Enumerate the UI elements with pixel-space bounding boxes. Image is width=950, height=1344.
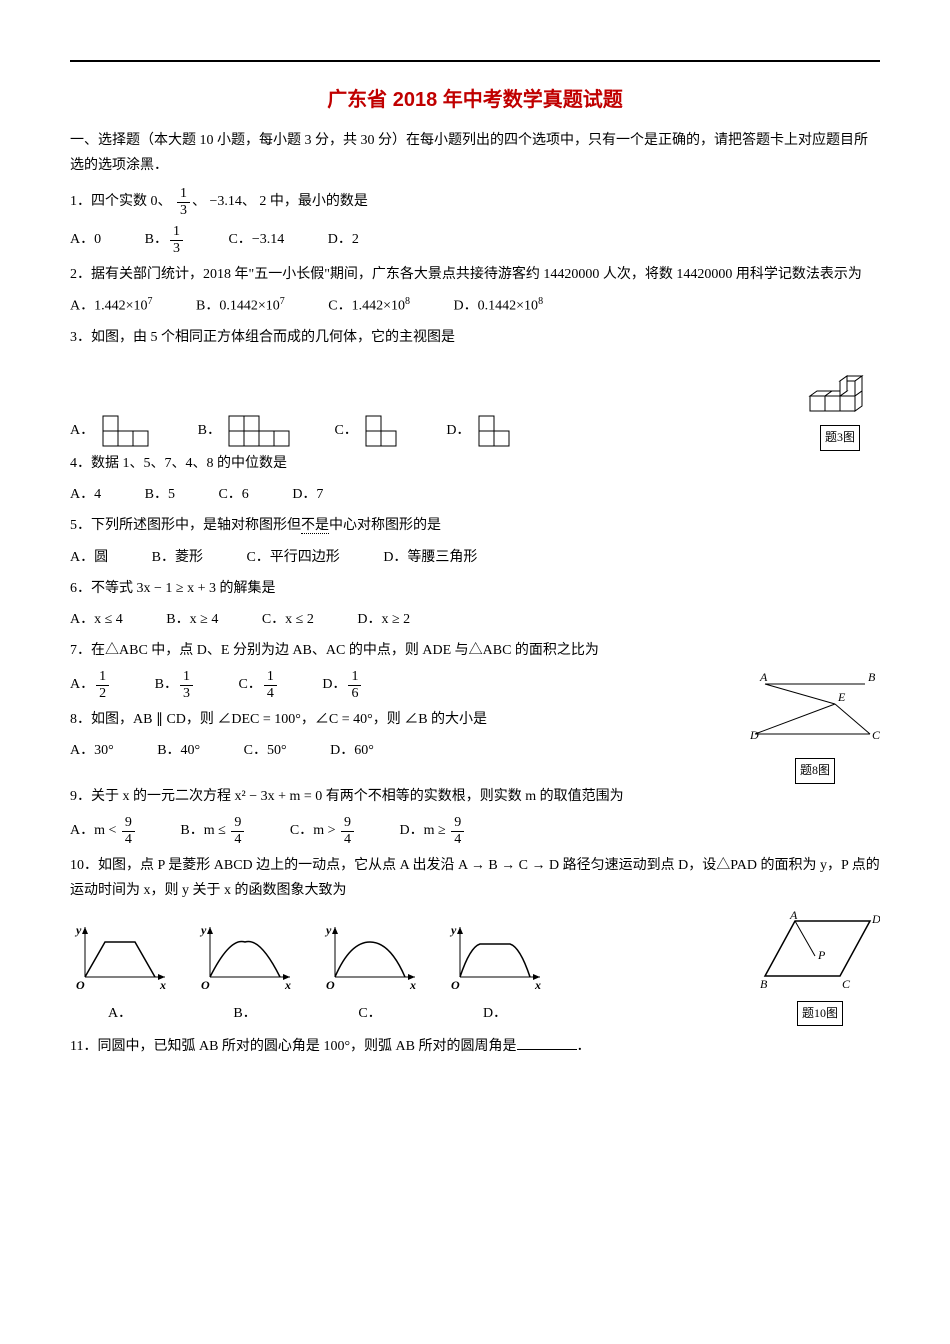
q10-graph-d-icon: y x O xyxy=(445,922,545,992)
svg-text:x: x xyxy=(159,978,166,992)
q1-stem-a: 1．四个实数 xyxy=(70,194,151,209)
svg-text:y: y xyxy=(199,923,207,937)
q10-graph-a-icon: y x O xyxy=(70,922,170,992)
question-9: 9．关于 x 的一元二次方程 x² − 3x + m = 0 有两个不相等的实数… xyxy=(70,784,880,809)
svg-text:x: x xyxy=(409,978,416,992)
q3-fig-a-icon xyxy=(98,411,168,451)
svg-text:D: D xyxy=(871,912,880,926)
q10-label: 题10图 xyxy=(797,1001,843,1027)
q9-options: A．m < 94 B．m ≤ 94 C．m > 94 D．m ≥ 94 xyxy=(70,815,880,847)
q10-rhombus-icon: A D C B P xyxy=(760,911,880,991)
svg-text:y: y xyxy=(324,923,332,937)
q3-optA: A． xyxy=(70,411,168,451)
svg-text:y: y xyxy=(449,923,457,937)
q1-neg: −3.14 xyxy=(210,194,242,209)
q3-optC: C． xyxy=(334,411,416,451)
q10-optC: y x O C． xyxy=(320,922,420,1026)
question-2: 2．据有关部门统计，2018 年"五一小长假"期间，广东各大景点共接待游客约 1… xyxy=(70,262,880,287)
q11-blank xyxy=(517,1035,577,1050)
svg-text:y: y xyxy=(74,923,82,937)
q3-fig-b-icon xyxy=(224,411,304,451)
page-title: 广东省 2018 年中考数学真题试题 xyxy=(70,82,880,118)
q1-v0: 0 xyxy=(151,194,158,209)
q3-solid: 题3图 xyxy=(800,356,880,451)
question-6: 6．不等式 3x − 1 ≥ x + 3 的解集是 xyxy=(70,576,880,601)
svg-text:C: C xyxy=(842,977,851,991)
q10-optB: y x O B． xyxy=(195,922,295,1026)
q10-rhombus: A D C B P 题10图 xyxy=(760,911,880,1026)
q3-label: 题3图 xyxy=(820,425,860,451)
q3-solid-icon xyxy=(800,356,880,416)
svg-text:x: x xyxy=(534,978,541,992)
question-10: 10．如图，点 P 是菱形 ABCD 边上的一动点，它从点 A 出发沿 A → … xyxy=(70,853,880,903)
svg-text:B: B xyxy=(760,977,768,991)
q1-frac: 13 xyxy=(177,186,190,218)
q2-options: A．1.442×107 B．0.1442×107 C．1.442×108 D．0… xyxy=(70,293,880,319)
question-7: 7．在△ABC 中，点 D、E 分别为边 AB、AC 的中点，则 ADE 与△A… xyxy=(70,638,880,663)
svg-text:A: A xyxy=(789,911,798,922)
q1-v2: 2 xyxy=(259,194,266,209)
svg-text:O: O xyxy=(76,978,85,992)
q10-options: y x O A． y x O B． y x O C． xyxy=(70,911,880,1026)
q3-optD: D． xyxy=(446,411,514,451)
svg-text:x: x xyxy=(284,978,291,992)
svg-text:P: P xyxy=(817,948,826,962)
svg-text:O: O xyxy=(326,978,335,992)
q3-options: A． B． C． D． xyxy=(70,356,880,451)
q8-options: A．30° B．40° C．50° D．60° xyxy=(70,738,880,763)
q4-options: A．4 B．5 C．6 D．7 xyxy=(70,482,880,507)
question-11: 11．同圆中，已知弧 AB 所对的圆心角是 100°，则弧 AB 所对的圆周角是… xyxy=(70,1034,880,1059)
question-5: 5．下列所述图形中，是轴对称图形但不是中心对称图形的是 xyxy=(70,513,880,538)
q3-fig-c-icon xyxy=(361,411,416,451)
question-4: 4．数据 1、5、7、4、8 的中位数是 xyxy=(70,451,880,476)
q10-graph-b-icon: y x O xyxy=(195,922,295,992)
q1-stem-b: 中，最小的数是 xyxy=(270,194,368,209)
section-intro: 一、选择题（本大题 10 小题，每小题 3 分，共 30 分）在每小题列出的四个… xyxy=(70,128,880,178)
svg-text:O: O xyxy=(451,978,460,992)
q1-options: A．0 B．13 C．−3.14 D．2 xyxy=(70,224,880,256)
q5-options: A．圆 B．菱形 C．平行四边形 D．等腰三角形 xyxy=(70,545,880,570)
question-3: 3．如图，由 5 个相同正方体组合而成的几何体，它的主视图是 xyxy=(70,325,880,350)
svg-text:O: O xyxy=(201,978,210,992)
question-1: 1．四个实数 0、 13、 −3.14、 2 中，最小的数是 xyxy=(70,186,880,218)
q6-options: A．x ≤ 4 B．x ≥ 4 C．x ≤ 2 D．x ≥ 2 xyxy=(70,607,880,632)
q3-optB: B． xyxy=(198,411,305,451)
q10-graph-c-icon: y x O xyxy=(320,922,420,992)
question-8: 8．如图，AB ∥ CD，则 ∠DEC = 100°，∠C = 40°，则 ∠B… xyxy=(70,707,880,732)
q3-fig-d-icon xyxy=(474,411,514,451)
q10-optD: y x O D． xyxy=(445,922,545,1026)
q7-options: A．12 B．13 C．14 D．16 xyxy=(70,669,880,701)
q10-optA: y x O A． xyxy=(70,922,170,1026)
